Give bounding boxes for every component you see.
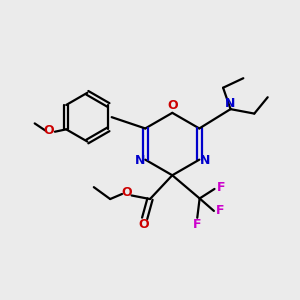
Text: O: O <box>121 186 131 199</box>
Text: N: N <box>135 154 145 167</box>
Text: N: N <box>225 97 236 110</box>
Text: O: O <box>167 99 178 112</box>
Text: O: O <box>138 218 149 231</box>
Text: N: N <box>200 154 210 167</box>
Text: F: F <box>193 218 202 231</box>
Text: O: O <box>44 124 54 137</box>
Text: F: F <box>216 204 225 218</box>
Text: F: F <box>217 181 225 194</box>
